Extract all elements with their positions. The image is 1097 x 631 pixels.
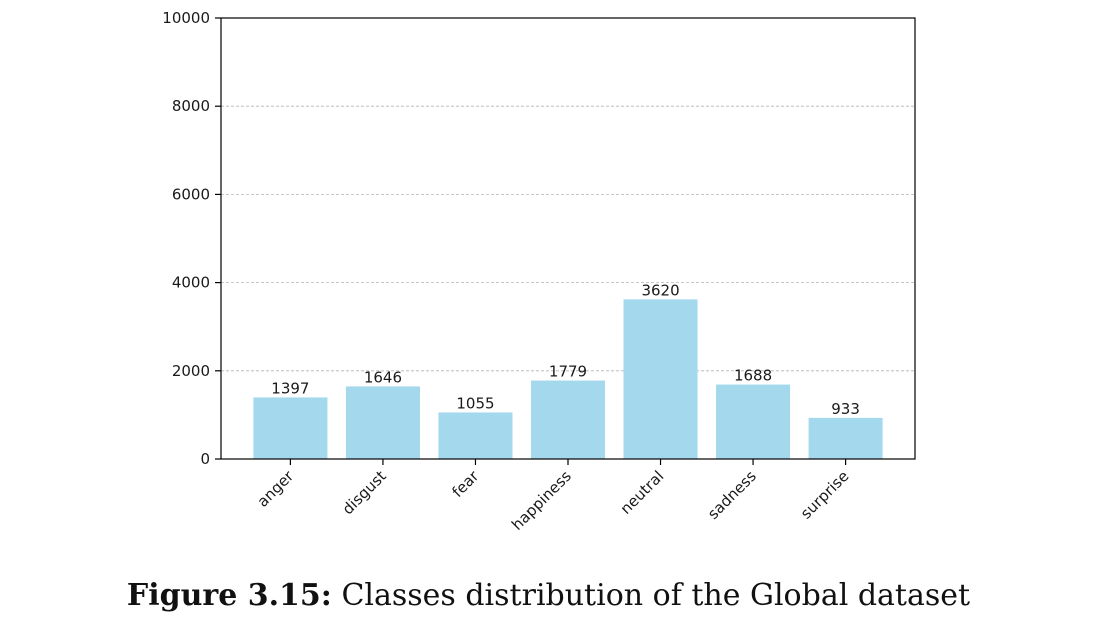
bar-happiness: [530, 380, 606, 459]
y-tick-label: 8000: [172, 97, 210, 115]
x-tick-label-fear: fear: [448, 467, 482, 501]
data-label-anger: 1397: [271, 379, 309, 397]
y-tick-label: 2000: [172, 362, 210, 380]
data-label-fear: 1055: [456, 394, 494, 412]
bar-anger: [253, 397, 328, 459]
y-tick-label: 6000: [172, 185, 210, 203]
bar-neutral: [623, 299, 698, 459]
x-axis-ticks: anger disgust fear happiness neutral sadness s…: [254, 459, 852, 534]
x-tick-label-happiness: happiness: [508, 467, 575, 534]
bar-chart: 0 2000 4000 6000 8000 10000 anger disgust fear h…: [162, 9, 916, 534]
x-tick-label-neutral: neutral: [617, 467, 668, 518]
x-tick-label-sadness: sadness: [704, 467, 760, 523]
bar-sadness: [716, 384, 791, 459]
bar-disgust: [345, 386, 420, 459]
data-label-neutral: 3620: [641, 281, 679, 299]
data-label-sadness: 1688: [734, 367, 772, 385]
x-tick-label-surprise: surprise: [797, 467, 852, 522]
bar-surprise: [808, 417, 883, 459]
y-tick-label: 10000: [162, 9, 210, 27]
figure-caption: Figure 3.15: Classes distribution of the…: [0, 578, 1097, 613]
bars: [253, 299, 883, 459]
data-label-happiness: 1779: [549, 363, 587, 381]
x-tick-label-anger: anger: [254, 467, 298, 511]
y-tick-label: 0: [200, 450, 210, 468]
data-labels: 1397 1646 1055 1779 3620 1688 933: [271, 281, 860, 417]
grid-lines: [221, 105, 915, 372]
y-tick-label: 4000: [172, 274, 210, 292]
y-axis-ticks: 0 2000 4000 6000 8000 10000: [162, 9, 221, 468]
caption-label: Figure 3.15:: [126, 578, 332, 613]
caption-text: Classes distribution of the Global datas…: [341, 578, 971, 613]
x-tick-label-disgust: disgust: [339, 467, 390, 518]
bar-fear: [438, 412, 513, 459]
data-label-disgust: 1646: [364, 368, 402, 386]
data-label-surprise: 933: [831, 400, 860, 418]
